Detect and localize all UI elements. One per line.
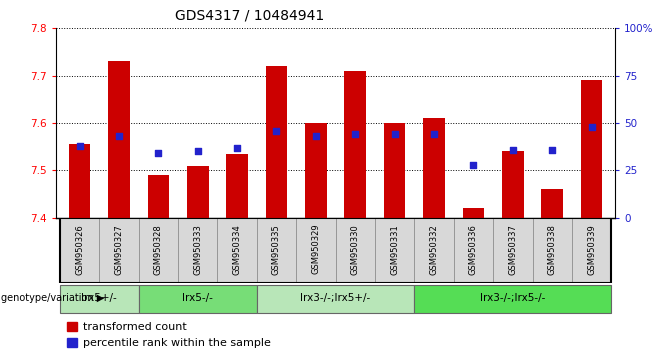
- Point: [271, 128, 282, 133]
- Bar: [384, 123, 405, 218]
- Bar: [581, 80, 603, 218]
- Point: [429, 132, 440, 137]
- Text: lrx3-/-;lrx5-/-: lrx3-/-;lrx5-/-: [480, 293, 545, 303]
- Point: [507, 147, 518, 152]
- Point: [468, 162, 479, 167]
- Bar: [415, 218, 454, 283]
- Bar: [336, 218, 375, 283]
- Bar: [147, 175, 169, 218]
- Text: transformed count: transformed count: [83, 322, 186, 332]
- Bar: [423, 118, 445, 218]
- Bar: [493, 218, 532, 283]
- Bar: [139, 218, 178, 283]
- Text: GSM950327: GSM950327: [114, 224, 124, 274]
- Bar: [415, 285, 611, 314]
- Bar: [99, 218, 139, 283]
- Bar: [375, 218, 415, 283]
- Bar: [68, 144, 90, 218]
- Bar: [226, 154, 248, 218]
- Text: genotype/variation ▶: genotype/variation ▶: [1, 293, 105, 303]
- Bar: [454, 218, 493, 283]
- Point: [153, 150, 164, 156]
- Point: [114, 133, 124, 139]
- Point: [311, 133, 321, 139]
- Bar: [344, 71, 366, 218]
- Bar: [266, 66, 288, 218]
- Bar: [67, 322, 77, 331]
- Point: [74, 143, 85, 149]
- Text: GSM950330: GSM950330: [351, 224, 360, 274]
- Point: [390, 132, 400, 137]
- Text: GSM950328: GSM950328: [154, 224, 163, 274]
- Text: GSM950337: GSM950337: [509, 224, 517, 275]
- Bar: [60, 285, 139, 314]
- Text: GSM950338: GSM950338: [547, 224, 557, 275]
- Bar: [305, 123, 327, 218]
- Bar: [257, 285, 415, 314]
- Text: lrx5-/-: lrx5-/-: [182, 293, 213, 303]
- Bar: [60, 218, 99, 283]
- Text: GSM950339: GSM950339: [587, 224, 596, 274]
- Point: [547, 147, 557, 152]
- Bar: [502, 152, 524, 218]
- Text: percentile rank within the sample: percentile rank within the sample: [83, 338, 270, 348]
- Bar: [542, 189, 563, 218]
- Bar: [67, 338, 77, 347]
- Text: lrx3-/-;lrx5+/-: lrx3-/-;lrx5+/-: [301, 293, 370, 303]
- Bar: [217, 218, 257, 283]
- Text: GSM950334: GSM950334: [233, 224, 241, 274]
- Text: GSM950326: GSM950326: [75, 224, 84, 274]
- Point: [192, 149, 203, 154]
- Bar: [532, 218, 572, 283]
- Point: [350, 132, 361, 137]
- Text: GSM950332: GSM950332: [430, 224, 438, 274]
- Text: GDS4317 / 10484941: GDS4317 / 10484941: [176, 9, 324, 23]
- Bar: [178, 218, 217, 283]
- Text: GSM950329: GSM950329: [311, 224, 320, 274]
- Bar: [572, 218, 611, 283]
- Text: lrx5+/-: lrx5+/-: [82, 293, 117, 303]
- Bar: [463, 208, 484, 218]
- Bar: [139, 285, 257, 314]
- Bar: [187, 166, 209, 218]
- Point: [586, 124, 597, 130]
- Text: GSM950335: GSM950335: [272, 224, 281, 274]
- Text: GSM950331: GSM950331: [390, 224, 399, 274]
- Bar: [296, 218, 336, 283]
- Bar: [257, 218, 296, 283]
- Point: [232, 145, 242, 150]
- Text: GSM950333: GSM950333: [193, 224, 202, 275]
- Bar: [108, 62, 130, 218]
- Text: GSM950336: GSM950336: [469, 224, 478, 275]
